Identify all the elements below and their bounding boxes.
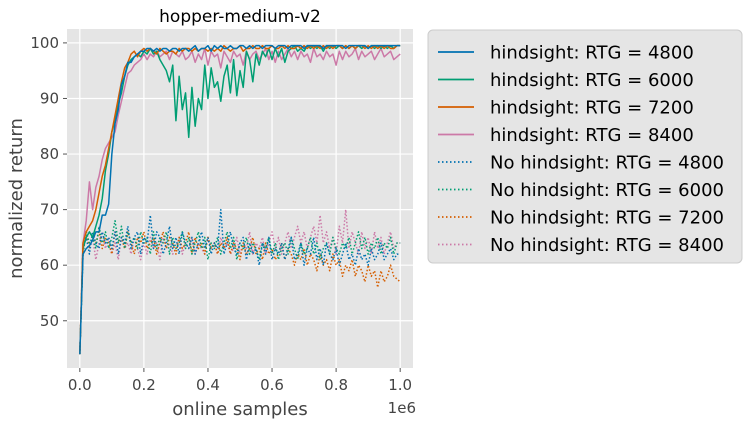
series-layer (79, 44, 401, 355)
series-line-hindsight-3 (79, 47, 401, 355)
y-tick-label: 50 (40, 312, 59, 330)
y-tick-label: 60 (40, 256, 59, 274)
legend-label: hindsight: RTG = 6000 (490, 70, 694, 91)
x-offset-label: 1e6 (388, 399, 416, 417)
chart-title: hopper-medium-v2 (159, 7, 321, 27)
legend-label: No hindsight: RTG = 4800 (490, 153, 724, 174)
y-tick-label: 100 (30, 34, 59, 52)
legend-label: hindsight: RTG = 8400 (490, 125, 694, 146)
x-tick-label: 0.0 (68, 376, 92, 394)
plot-area (67, 29, 413, 368)
y-axis-title: normalized return (6, 118, 27, 279)
legend-box (427, 29, 743, 264)
x-tick-label: 0.2 (132, 376, 156, 394)
legend-items: hindsight: RTG = 4800 hindsight: RTG = 60… (438, 43, 724, 256)
series-line-hindsight-0 (79, 44, 401, 355)
y-tick-label: 90 (40, 89, 59, 107)
legend: hindsight: RTG = 4800 hindsight: RTG = 60… (427, 29, 743, 264)
tick-labels: 0.0 0.2 0.4 0.6 0.8 1.0 50 60 70 80 90 100 (30, 34, 412, 394)
series-line-no-hindsight-6 (79, 231, 401, 355)
x-tick-label: 1.0 (388, 376, 412, 394)
y-tick-label: 80 (40, 145, 59, 163)
x-tick-label: 0.6 (260, 376, 284, 394)
y-tick-label: 70 (40, 201, 59, 219)
x-tick-label: 0.8 (324, 376, 348, 394)
legend-label: hindsight: RTG = 7200 (490, 98, 694, 119)
x-tick-label: 0.4 (196, 376, 220, 394)
legend-label: No hindsight: RTG = 8400 (490, 235, 724, 256)
legend-label: hindsight: RTG = 4800 (490, 43, 694, 64)
x-axis-title: online samples (172, 399, 307, 420)
grid (67, 29, 413, 368)
legend-label: No hindsight: RTG = 6000 (490, 180, 724, 201)
legend-label: No hindsight: RTG = 7200 (490, 208, 724, 229)
series-line-no-hindsight-4 (79, 208, 401, 355)
